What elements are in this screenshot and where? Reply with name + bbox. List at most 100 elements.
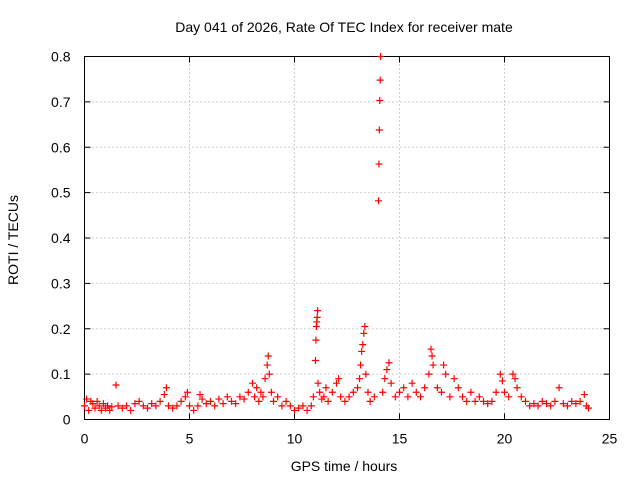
data-point: [404, 393, 412, 401]
data-point: [547, 402, 555, 410]
data-point: [498, 377, 506, 385]
data-point: [425, 370, 433, 378]
data-point: [333, 379, 340, 387]
data-point: [492, 388, 500, 396]
data-point: [530, 400, 538, 408]
data-point: [240, 395, 248, 403]
data-point: [446, 393, 454, 401]
data-point: [291, 406, 298, 414]
data-point: [219, 400, 227, 408]
data-point: [270, 397, 277, 405]
data-point: [108, 403, 116, 411]
x-tick-label: 5: [186, 431, 194, 447]
data-point: [538, 397, 546, 405]
data-point: [359, 341, 367, 349]
x-tick-label: 15: [392, 431, 408, 447]
data-point: [376, 76, 384, 84]
data-point: [417, 393, 424, 401]
data-point: [244, 388, 252, 396]
data-point: [358, 347, 366, 355]
data-point: [144, 404, 151, 412]
data-point: [85, 406, 93, 414]
data-point: [328, 388, 336, 396]
data-point: [488, 397, 496, 405]
data-point: [375, 197, 382, 205]
data-point: [160, 391, 168, 399]
data-point: [194, 402, 202, 410]
data-point: [139, 402, 147, 410]
data-point: [314, 307, 322, 315]
data-point: [249, 379, 256, 387]
data-point: [127, 406, 135, 414]
data-point: [135, 397, 143, 405]
data-point: [463, 397, 471, 405]
data-point: [83, 395, 91, 403]
data-point: [585, 404, 592, 412]
data-point: [162, 384, 170, 392]
data-point: [370, 393, 378, 401]
data-point: [312, 336, 320, 344]
data-point: [428, 352, 436, 360]
data-point: [421, 384, 429, 392]
data-point: [314, 379, 322, 387]
data-point: [376, 97, 384, 105]
data-point: [313, 313, 321, 321]
data-point: [202, 400, 210, 408]
data-points: [81, 53, 592, 414]
data-point: [148, 400, 156, 408]
data-point: [400, 384, 408, 392]
data-point: [496, 370, 504, 378]
data-point: [522, 397, 529, 405]
data-point: [95, 402, 103, 410]
data-point: [454, 384, 462, 392]
data-point: [307, 402, 315, 410]
data-point: [360, 329, 368, 337]
data-point: [526, 402, 534, 410]
x-axis-label: GPS time / hours: [291, 458, 398, 474]
data-point: [354, 384, 361, 392]
y-tick-label: 0.3: [51, 275, 71, 291]
y-tick-label: 0.2: [51, 321, 71, 337]
y-tick-label: 0.6: [51, 139, 71, 155]
data-point: [257, 388, 265, 396]
data-point: [312, 357, 319, 365]
data-point: [152, 402, 160, 410]
data-point: [106, 406, 114, 414]
data-point: [442, 370, 450, 378]
x-tick-label: 20: [497, 431, 513, 447]
data-point: [299, 402, 307, 410]
data-point: [381, 375, 389, 383]
data-point: [211, 402, 219, 410]
data-point: [183, 388, 191, 396]
data-point: [259, 393, 267, 401]
data-point: [375, 160, 383, 168]
data-point: [309, 393, 317, 401]
data-point: [480, 397, 487, 405]
data-point: [114, 402, 122, 410]
data-point: [181, 393, 189, 401]
data-point: [324, 397, 332, 405]
data-point: [572, 400, 580, 408]
data-point: [349, 388, 357, 396]
data-point: [383, 366, 391, 374]
data-point: [263, 361, 271, 369]
data-point: [91, 404, 99, 412]
data-point: [580, 391, 588, 399]
data-point: [551, 397, 559, 405]
data-point: [511, 375, 519, 383]
plot-frame: [84, 56, 610, 420]
data-point: [123, 402, 130, 410]
data-point: [223, 393, 231, 401]
data-point: [97, 406, 105, 414]
data-point: [156, 397, 164, 405]
data-point: [427, 345, 435, 353]
data-point: [357, 361, 365, 369]
data-point: [564, 402, 571, 410]
data-point: [337, 393, 345, 401]
data-point: [186, 402, 193, 410]
data-point: [261, 375, 269, 383]
data-point: [169, 404, 177, 412]
data-point: [534, 402, 542, 410]
data-point: [475, 393, 483, 401]
